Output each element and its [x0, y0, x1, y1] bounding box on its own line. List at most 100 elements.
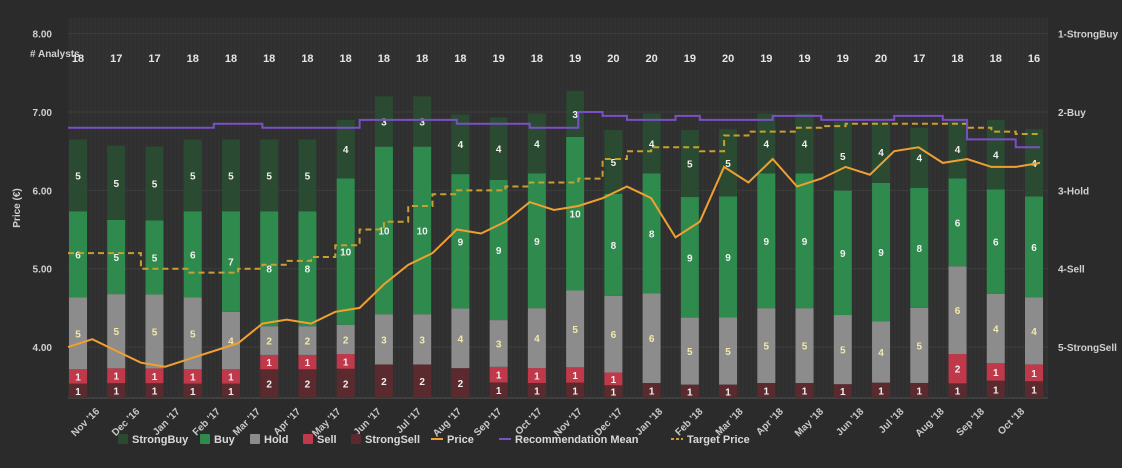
bar-segment-buy[interactable]	[451, 174, 470, 309]
bar-segment-hold[interactable]	[604, 295, 623, 373]
bar-segment-sell[interactable]	[183, 369, 202, 384]
bar-segment-strongbuy[interactable]	[183, 139, 202, 212]
bar-segment-strongsell[interactable]	[719, 384, 738, 398]
bar-segment-hold[interactable]	[833, 315, 852, 385]
bar-segment-strongsell[interactable]	[527, 383, 546, 398]
bar-segment-strongsell[interactable]	[872, 382, 891, 398]
bar-segment-hold[interactable]	[374, 314, 393, 365]
bar-segment-sell[interactable]	[69, 369, 87, 384]
bar-segment-strongbuy[interactable]	[374, 96, 393, 147]
bar-segment-hold[interactable]	[680, 317, 699, 385]
recommendation-mean-line[interactable]	[68, 111, 1040, 149]
legend-swatch-sell[interactable]	[303, 434, 313, 444]
bar-segment-hold[interactable]	[413, 314, 432, 365]
bar-segment-hold[interactable]	[757, 308, 776, 384]
bar-segment-strongsell[interactable]	[833, 384, 852, 398]
bar-segment-strongsell[interactable]	[69, 383, 87, 398]
bar-segment-buy[interactable]	[183, 211, 202, 298]
bar-segment-sell[interactable]	[604, 372, 623, 386]
bar-segment-strongbuy[interactable]	[145, 146, 164, 221]
bar-segment-buy[interactable]	[757, 173, 776, 309]
bar-segment-sell[interactable]	[336, 354, 355, 369]
bar-segment-buy[interactable]	[374, 146, 393, 315]
bar-segment-strongbuy[interactable]	[221, 139, 240, 212]
bar-segment-buy[interactable]	[298, 211, 317, 327]
bar-segment-sell[interactable]	[107, 368, 126, 384]
bar-segment-strongbuy[interactable]	[604, 130, 623, 194]
bar-segment-hold[interactable]	[910, 307, 929, 383]
bar-segment-buy[interactable]	[527, 173, 546, 309]
bar-segment-buy[interactable]	[680, 197, 699, 318]
bar-segment-hold[interactable]	[298, 326, 317, 355]
bar-segment-buy[interactable]	[833, 190, 852, 316]
bar-segment-strongbuy[interactable]	[757, 113, 776, 174]
bar-segment-sell[interactable]	[986, 363, 1005, 381]
bar-segment-hold[interactable]	[336, 324, 355, 355]
bar-segment-buy[interactable]	[986, 189, 1005, 294]
bar-segment-buy[interactable]	[145, 220, 164, 295]
bar-segment-hold[interactable]	[69, 297, 87, 370]
bar-segment-strongbuy[interactable]	[107, 145, 126, 220]
bar-segment-hold[interactable]	[1025, 297, 1043, 365]
bar-segment-strongsell[interactable]	[604, 385, 623, 398]
bar-segment-buy[interactable]	[910, 187, 929, 308]
bar-segment-sell[interactable]	[145, 368, 164, 384]
bar-segment-hold[interactable]	[642, 293, 661, 384]
bar-segment-sell[interactable]	[489, 366, 508, 383]
bar-segment-buy[interactable]	[260, 211, 279, 327]
bar-segment-buy[interactable]	[948, 178, 967, 267]
bar-segment-buy[interactable]	[566, 136, 585, 291]
bar-segment-strongbuy[interactable]	[948, 119, 967, 179]
bar-segment-sell[interactable]	[1025, 364, 1043, 382]
bar-segment-hold[interactable]	[145, 294, 164, 369]
bar-segment-hold[interactable]	[795, 308, 814, 384]
bar-segment-buy[interactable]	[795, 173, 814, 309]
bar-segment-strongsell[interactable]	[910, 382, 929, 398]
bar-segment-strongbuy[interactable]	[336, 119, 355, 179]
legend-swatch-hold[interactable]	[250, 434, 260, 444]
legend-swatch-strongsell[interactable]	[351, 434, 361, 444]
bar-segment-buy[interactable]	[642, 173, 661, 294]
bar-segment-buy[interactable]	[604, 193, 623, 296]
bar-segment-buy[interactable]	[489, 179, 508, 321]
bar-segment-hold[interactable]	[489, 320, 508, 367]
bar-segment-strongsell[interactable]	[336, 368, 355, 398]
bar-segment-strongsell[interactable]	[948, 383, 967, 398]
bar-segment-strongsell[interactable]	[413, 364, 432, 398]
bar-segment-strongsell[interactable]	[795, 383, 814, 398]
bar-segment-strongbuy[interactable]	[260, 139, 279, 212]
bar-segment-strongsell[interactable]	[986, 380, 1005, 398]
bar-segment-hold[interactable]	[107, 294, 126, 369]
price-line[interactable]	[67, 146, 1041, 368]
bar-segment-buy[interactable]	[107, 219, 126, 295]
bar-segment-buy[interactable]	[69, 211, 87, 298]
bar-segment-strongsell[interactable]	[566, 382, 585, 398]
bar-segment-strongbuy[interactable]	[986, 119, 1005, 190]
bar-segment-strongbuy[interactable]	[489, 117, 508, 180]
bar-segment-buy[interactable]	[413, 146, 432, 315]
bar-segment-strongbuy[interactable]	[413, 96, 432, 147]
bar-segment-buy[interactable]	[221, 211, 240, 312]
bar-segment-strongbuy[interactable]	[719, 129, 738, 197]
bar-segment-strongbuy[interactable]	[566, 90, 585, 137]
bar-segment-strongbuy[interactable]	[298, 139, 317, 212]
legend-swatch-strongbuy[interactable]	[118, 434, 128, 444]
bar-segment-hold[interactable]	[221, 311, 240, 370]
bar-segment-strongsell[interactable]	[260, 369, 279, 398]
bar-segment-strongsell[interactable]	[642, 383, 661, 398]
bar-segment-hold[interactable]	[566, 290, 585, 368]
bar-segment-strongbuy[interactable]	[833, 121, 852, 191]
bar-segment-strongbuy[interactable]	[69, 139, 87, 212]
bar-segment-strongbuy[interactable]	[642, 113, 661, 174]
bar-segment-strongsell[interactable]	[298, 369, 317, 398]
bar-segment-buy[interactable]	[719, 196, 738, 318]
bar-segment-strongsell[interactable]	[680, 384, 699, 398]
bar-segment-strongsell[interactable]	[1025, 381, 1043, 398]
bar-segment-hold[interactable]	[872, 321, 891, 383]
bar-segment-hold[interactable]	[986, 293, 1005, 364]
target-price-line[interactable]	[68, 122, 1040, 274]
bar-segment-buy[interactable]	[336, 178, 355, 325]
bar-segment-sell[interactable]	[527, 368, 546, 384]
bar-segment-buy[interactable]	[872, 182, 891, 322]
bar-segment-strongbuy[interactable]	[451, 114, 470, 175]
